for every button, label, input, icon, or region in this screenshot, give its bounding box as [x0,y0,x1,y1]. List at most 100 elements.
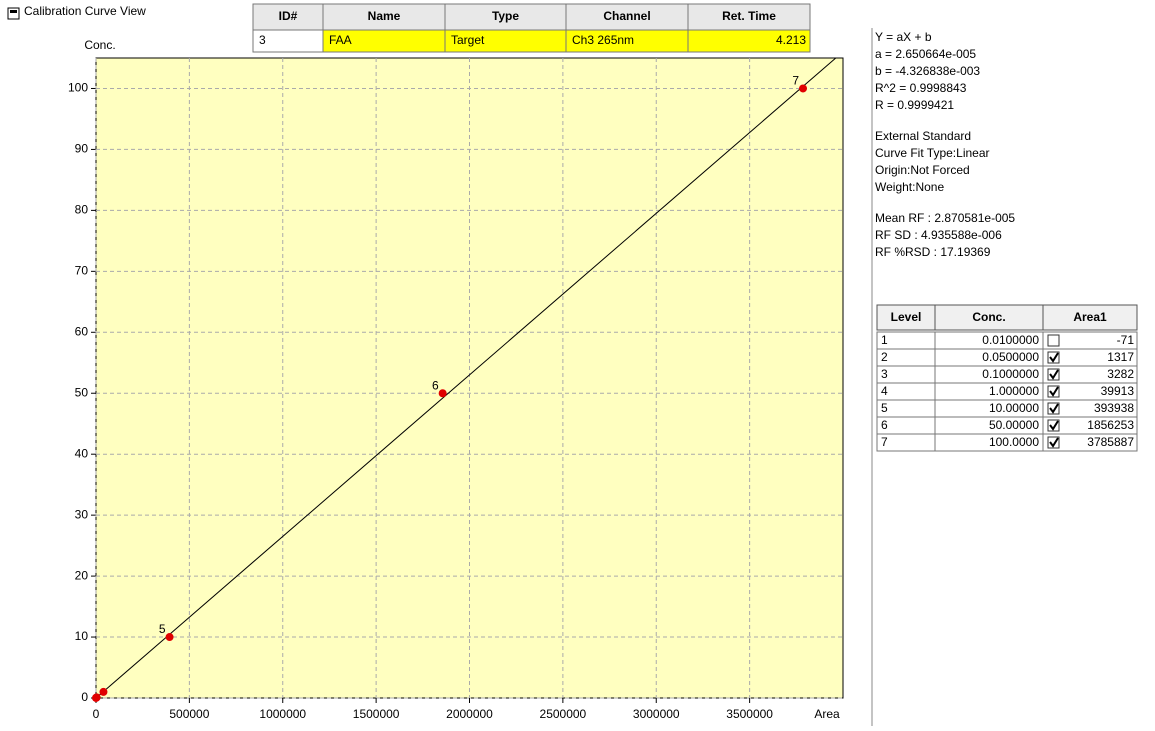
y-tick-label: 60 [75,324,89,338]
x-tick-label: 2500000 [540,707,587,721]
y-tick-label: 70 [75,264,89,278]
area: 39913 [1101,384,1135,398]
info-line: Origin:Not Forced [875,163,970,177]
fit-line [95,57,837,699]
y-tick-label: 100 [68,81,88,95]
x-tick-label: 1500000 [353,707,400,721]
conc: 10.00000 [989,401,1039,415]
point-label: 7 [792,74,799,88]
x-tick-label: 3000000 [633,707,680,721]
point-label: 6 [432,378,439,392]
info-line: RF %RSD : 17.19369 [875,245,991,259]
data-point [799,84,808,93]
header-cell [687,3,811,31]
data-value: FAA [329,33,352,47]
header-label: Ret. Time [722,9,776,23]
x-tick-label: 2000000 [446,707,493,721]
info-line: Mean RF : 2.870581e-005 [875,211,1015,225]
checkbox[interactable] [1047,419,1060,432]
info-line: RF SD : 4.935588e-006 [875,228,1002,242]
data-point [165,633,174,642]
y-tick-label: 10 [75,629,89,643]
level: 6 [881,418,888,432]
header-label: Area1 [1073,310,1107,324]
info-line: b = -4.326838e-003 [875,64,980,78]
conc: 0.0500000 [982,350,1039,364]
checkbox[interactable] [1047,368,1060,381]
cell [1042,433,1138,452]
data-cell[interactable] [687,29,811,53]
level: 3 [881,367,888,381]
checkbox[interactable] [1047,351,1060,364]
checkmark [1049,369,1059,380]
y-tick-label: 80 [75,203,89,217]
info-line: a = 2.650664e-005 [875,47,976,61]
y-tick-label: 0 [81,690,88,704]
window-icon-bar [10,10,17,13]
level: 2 [881,350,888,364]
data-point [92,693,101,702]
header-label: Level [891,310,922,324]
header-label: Type [492,9,519,23]
window-title: Calibration Curve View [24,4,146,18]
checkbox[interactable] [1047,385,1060,398]
area: 1317 [1107,350,1134,364]
conc: 1.000000 [989,384,1039,398]
level: 1 [881,333,888,347]
conc: 100.0000 [989,435,1039,449]
area: 1856253 [1087,418,1134,432]
area: 393938 [1094,401,1134,415]
info-line: Y = aX + b [875,30,932,44]
checkbox[interactable] [1047,402,1060,415]
area: 3282 [1107,367,1134,381]
window-icon[interactable] [7,7,20,20]
plot-area [95,57,844,699]
header-cell [876,304,936,331]
x-axis-label: Area [814,707,840,721]
checkbox[interactable] [1047,436,1060,449]
x-tick-label: 0 [93,707,100,721]
point-label: 5 [159,622,166,636]
y-tick-label: 90 [75,142,89,156]
x-tick-label: 1000000 [259,707,306,721]
header-label: Channel [603,9,650,23]
info-line: Curve Fit Type:Linear [875,146,990,160]
y-tick-label: 40 [75,446,89,460]
conc: 50.00000 [989,418,1039,432]
header-label: Conc. [972,310,1005,324]
data-point [438,389,447,398]
level: 5 [881,401,888,415]
info-line: External Standard [875,129,971,143]
header-cell [1042,304,1138,331]
y-tick-label: 30 [75,507,89,521]
header-label: ID# [279,9,298,23]
checkmark [1049,386,1059,397]
checkmark [1049,352,1059,363]
y-tick-label: 20 [75,568,89,582]
header-cell [322,3,446,31]
data-value: 4.213 [776,33,806,47]
area: 3785887 [1087,435,1134,449]
level: 4 [881,384,888,398]
conc: 0.1000000 [982,367,1039,381]
y-axis-label: Conc. [84,38,115,52]
header-label: Name [368,9,401,23]
info-line: R^2 = 0.9998843 [875,81,967,95]
header-cell [934,304,1044,331]
data-value: Ch3 265nm [572,33,634,47]
conc: 0.0100000 [982,333,1039,347]
checkbox[interactable] [1047,334,1060,347]
checkmark [1049,437,1059,448]
info-line: R = 0.9999421 [875,98,954,112]
data-value: Target [451,33,485,47]
checkmark [1049,403,1059,414]
level: 7 [881,435,888,449]
data-point [99,687,108,696]
info-line: Weight:None [875,180,944,194]
area: -71 [1117,333,1135,347]
x-tick-label: 500000 [169,707,209,721]
x-tick-label: 3500000 [726,707,773,721]
data-value: 3 [259,33,266,47]
checkmark [1049,420,1059,431]
